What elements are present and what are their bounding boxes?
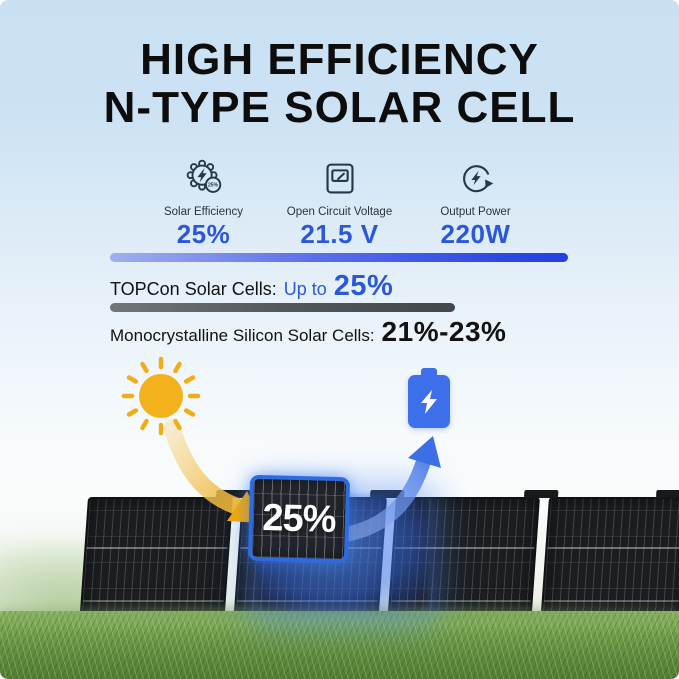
mono-value-text: 21%-23% bbox=[381, 316, 507, 347]
spec-value: 25% bbox=[176, 219, 231, 249]
topcon-bar-label: TOPCon Solar Cells: Up to 25% bbox=[110, 270, 393, 303]
spec-label: Output Power bbox=[440, 206, 511, 218]
grass-foreground bbox=[0, 611, 679, 679]
monocrystalline-bar-label: Monocrystalline Silicon Solar Cells: 21%… bbox=[110, 316, 506, 348]
spec-value: 220W bbox=[440, 219, 511, 249]
topcon-bar bbox=[110, 253, 568, 262]
cell-efficiency-value: 25% bbox=[261, 496, 337, 541]
spec-label: Solar Efficiency bbox=[163, 206, 244, 218]
topcon-label-text: TOPCon Solar Cells: bbox=[110, 279, 277, 299]
spec-label: Open Circuit Voltage bbox=[286, 206, 393, 218]
title-line-1: HIGH EFFICIENCY bbox=[140, 35, 539, 84]
voltmeter-icon bbox=[277, 156, 403, 202]
page-title: HIGH EFFICIENCY N-TYPE SOLAR CELL bbox=[0, 35, 679, 133]
topcon-prefix-text: Up to bbox=[283, 279, 327, 299]
battery-charging-icon bbox=[408, 368, 450, 428]
solar-efficiency-badge: 25% bbox=[207, 183, 218, 189]
monocrystalline-bar bbox=[110, 303, 455, 312]
spec-solar-efficiency: 25% Solar Efficiency 25% bbox=[141, 156, 267, 250]
mono-label-text: Monocrystalline Silicon Solar Cells: bbox=[110, 326, 375, 345]
panel-hinge bbox=[523, 490, 559, 498]
efficiency-comparison-chart: TOPCon Solar Cells: Up to 25% Monocrysta… bbox=[110, 253, 568, 358]
panel-hinge bbox=[215, 490, 251, 498]
spec-value: 21.5 V bbox=[300, 219, 379, 249]
spec-row: 25% Solar Efficiency 25% Open Circuit Vo… bbox=[0, 156, 679, 250]
spec-open-circuit-voltage: Open Circuit Voltage 21.5 V bbox=[277, 156, 403, 250]
topcon-value-text: 25% bbox=[333, 270, 394, 302]
sun-icon bbox=[121, 356, 201, 436]
solar-efficiency-icon: 25% bbox=[141, 156, 267, 202]
panel-hinge bbox=[655, 490, 679, 498]
output-power-icon bbox=[413, 156, 539, 202]
title-line-2: N-TYPE SOLAR CELL bbox=[103, 83, 576, 133]
highlighted-solar-cell: 25% bbox=[247, 474, 351, 564]
spec-output-power: Output Power 220W bbox=[413, 156, 539, 250]
